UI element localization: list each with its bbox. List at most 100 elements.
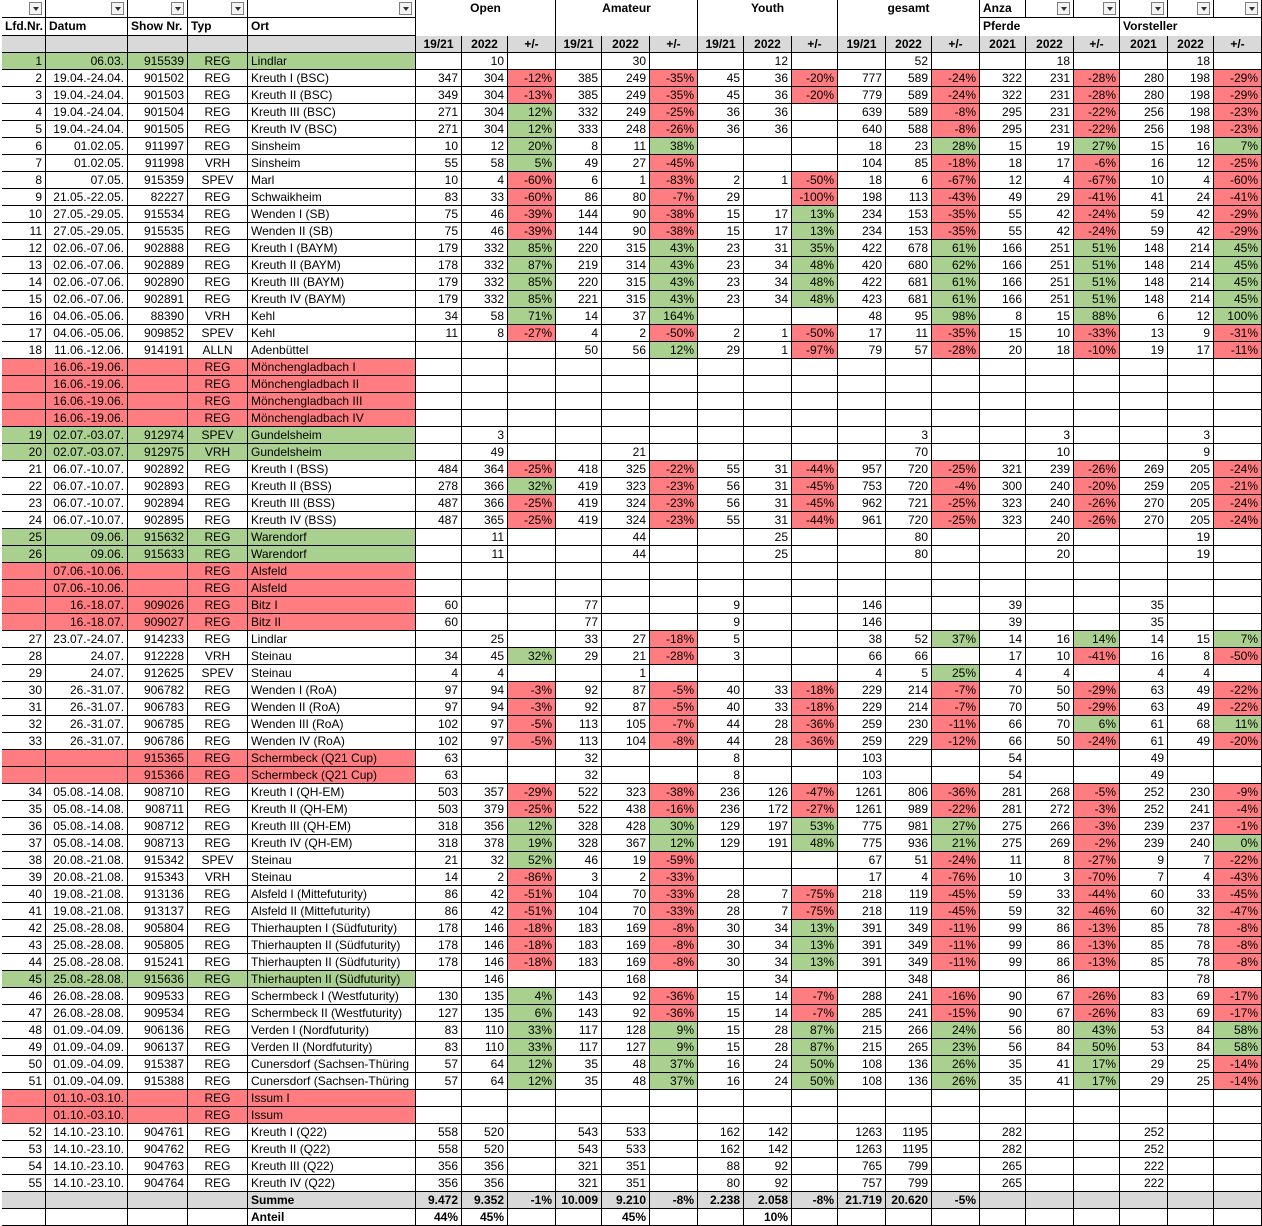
- row-value: 32%: [508, 648, 556, 665]
- row-value: [508, 359, 556, 376]
- row-value: 48: [838, 308, 886, 325]
- row-type: REG: [188, 920, 248, 937]
- group-header-2: Youth: [698, 0, 838, 18]
- row-value: 205: [1168, 478, 1214, 495]
- row-value: 241: [886, 1005, 932, 1022]
- filter-cell-4: [248, 0, 416, 18]
- filter-dropdown-icon[interactable]: [1151, 2, 1164, 15]
- row-value: -44%: [792, 461, 838, 478]
- row-value: 35: [556, 1073, 602, 1090]
- row-location: Kreuth I (BSS): [248, 461, 416, 478]
- row-value: [1074, 665, 1120, 682]
- row-value: 936: [886, 835, 932, 852]
- filter-dropdown-icon[interactable]: [111, 2, 124, 15]
- row-value: 67: [1026, 988, 1074, 1005]
- row-number: 55: [2, 1175, 46, 1192]
- row-value: 438: [602, 801, 650, 818]
- row-value: [932, 410, 980, 427]
- total-blank: [128, 1192, 188, 1209]
- row-value: [792, 546, 838, 563]
- row-value: 230: [886, 716, 932, 733]
- row-show-nr: 913137: [128, 903, 188, 920]
- row-location: Thierhaupten II (Südfuturity): [248, 971, 416, 988]
- row-value: [698, 410, 744, 427]
- row-type: REG: [188, 767, 248, 784]
- row-value: 14: [1120, 631, 1168, 648]
- row-value: [744, 189, 792, 206]
- row-value: [744, 767, 792, 784]
- row-location: Kreuth IV (Q22): [248, 1175, 416, 1192]
- filter-dropdown-icon[interactable]: [171, 2, 184, 15]
- anteil-value: 45%: [602, 1209, 650, 1226]
- row-value: 11: [416, 325, 462, 342]
- row-value: [1074, 529, 1120, 546]
- row-value: [508, 427, 556, 444]
- row-value: 252: [1120, 1141, 1168, 1158]
- row-value: 278: [416, 478, 462, 495]
- row-value: -20%: [792, 70, 838, 87]
- row-value: [1074, 444, 1120, 461]
- filter-dropdown-icon[interactable]: [29, 2, 42, 15]
- row-location: Alsfeld: [248, 563, 416, 580]
- filter-dropdown-icon[interactable]: [1197, 2, 1210, 15]
- row-value: [744, 580, 792, 597]
- row-value: 315: [602, 274, 650, 291]
- filter-dropdown-icon[interactable]: [1103, 2, 1116, 15]
- row-value: [698, 444, 744, 461]
- total-blank: [2, 1209, 46, 1226]
- row-value: 281: [980, 801, 1026, 818]
- row-value: [1214, 546, 1262, 563]
- row-date: 16.06.-19.06.: [46, 393, 128, 410]
- row-value: 85: [886, 155, 932, 172]
- row-value: 48%: [792, 291, 838, 308]
- row-value: [462, 750, 508, 767]
- row-value: [1026, 1141, 1074, 1158]
- row-value: 6%: [1074, 716, 1120, 733]
- row-value: 391: [838, 954, 886, 971]
- row-value: -4%: [1214, 801, 1262, 818]
- row-value: -38%: [650, 223, 698, 240]
- row-number: 7: [2, 155, 46, 172]
- row-show-nr: 914191: [128, 342, 188, 359]
- row-value: -35%: [932, 325, 980, 342]
- filter-dropdown-icon[interactable]: [231, 2, 244, 15]
- row-value: -41%: [1214, 189, 1262, 206]
- row-type: REG: [188, 1056, 248, 1073]
- row-value: 251: [1026, 240, 1074, 257]
- row-value: 32: [556, 767, 602, 784]
- row-value: 42: [462, 886, 508, 903]
- row-value: [416, 563, 462, 580]
- row-date: 19.04.-24.04.: [46, 104, 128, 121]
- row-value: 16: [1026, 631, 1074, 648]
- row-value: [556, 665, 602, 682]
- row-value: 588: [886, 121, 932, 138]
- row-value: 2: [602, 325, 650, 342]
- row-value: [932, 597, 980, 614]
- row-value: -8%: [650, 937, 698, 954]
- row-value: 543: [556, 1124, 602, 1141]
- row-value: [698, 563, 744, 580]
- filter-dropdown-icon[interactable]: [1057, 2, 1070, 15]
- row-value: 18: [838, 172, 886, 189]
- row-value: 419: [556, 495, 602, 512]
- row-number: 1: [2, 53, 46, 70]
- row-value: -12%: [508, 70, 556, 87]
- row-value: 29: [698, 342, 744, 359]
- row-value: [1026, 1090, 1074, 1107]
- row-show-nr: 909852: [128, 325, 188, 342]
- row-value: [980, 971, 1026, 988]
- row-value: [1074, 427, 1120, 444]
- row-location: Kreuth III (Q22): [248, 1158, 416, 1175]
- group-header-blank: [698, 18, 838, 36]
- filter-dropdown-icon[interactable]: [1245, 2, 1258, 15]
- row-value: -7%: [932, 682, 980, 699]
- row-value: 214: [1168, 274, 1214, 291]
- row-show-nr: 901504: [128, 104, 188, 121]
- row-value: [1168, 767, 1214, 784]
- row-value: [462, 563, 508, 580]
- row-value: 15: [980, 325, 1026, 342]
- row-type: SPEV: [188, 172, 248, 189]
- row-value: [556, 376, 602, 393]
- row-value: [838, 546, 886, 563]
- filter-dropdown-icon[interactable]: [399, 2, 412, 15]
